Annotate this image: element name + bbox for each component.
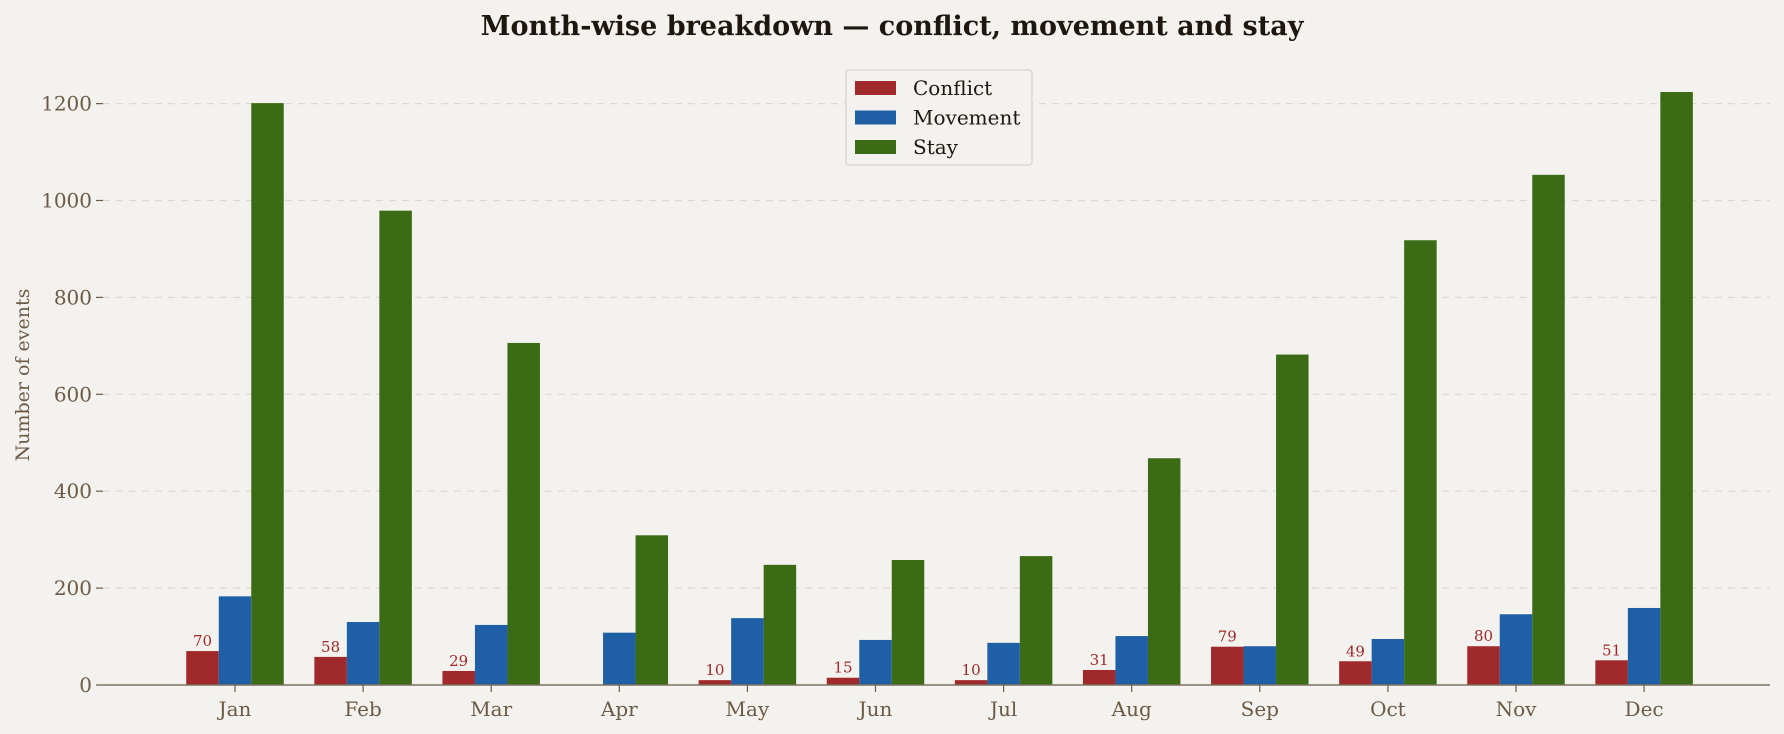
bar-conflict-mar (442, 670, 475, 685)
bar-stay-feb (379, 210, 412, 685)
legend-label-movement: Movement (913, 106, 1020, 130)
bar-conflict-oct (1339, 661, 1372, 685)
legend-label-stay: Stay (913, 135, 959, 159)
data-label-conflict: 70 (193, 632, 212, 650)
bar-stay-nov (1532, 174, 1565, 685)
x-tick-label: Aug (1111, 697, 1152, 721)
bar-conflict-may (698, 680, 732, 685)
y-tick-label: 400 (54, 479, 92, 503)
x-tick-label: Jan (217, 697, 252, 721)
bars-group (186, 91, 1693, 686)
bar-stay-may (763, 564, 797, 685)
data-label-conflict: 58 (321, 638, 340, 656)
bar-stay-sep (1276, 354, 1309, 685)
bar-stay-jul (1019, 556, 1053, 685)
bar-movement-may (731, 618, 764, 685)
y-tick-label: 800 (54, 285, 92, 309)
bar-conflict-sep (1211, 646, 1244, 685)
bar-movement-dec (1627, 607, 1661, 685)
bar-conflict-dec (1595, 660, 1628, 685)
y-axis-label: Number of events (12, 289, 34, 462)
x-tick-label: Jul (988, 697, 1017, 721)
bar-movement-mar (474, 624, 508, 685)
bar-stay-aug (1147, 458, 1181, 685)
data-label-conflict: 49 (1346, 642, 1365, 660)
bar-movement-jun (859, 639, 892, 685)
y-tick-label: 1200 (41, 92, 92, 116)
bar-movement-jan (218, 596, 252, 685)
bar-conflict-jun (826, 677, 860, 685)
bar-stay-dec (1660, 91, 1693, 686)
bar-movement-aug (1115, 636, 1148, 685)
y-tick-label: 200 (54, 576, 92, 600)
legend: Conflict Movement Stay (845, 69, 1033, 166)
data-label-conflict: 51 (1602, 641, 1621, 659)
bar-movement-oct (1371, 638, 1405, 685)
x-tick-label: Nov (1496, 697, 1538, 721)
x-tick-label: Sep (1241, 697, 1279, 721)
data-label-conflict: 10 (705, 661, 724, 679)
bar-movement-nov (1499, 614, 1533, 685)
x-tick-label: May (726, 697, 770, 721)
data-labels-group: 70 58 29 10 15 10 31 79 49 80 51 (193, 627, 1621, 679)
bar-stay-mar (507, 342, 540, 685)
bar-movement-apr (603, 632, 636, 685)
data-label-conflict: 15 (833, 659, 852, 677)
legend-swatch-movement (855, 110, 896, 125)
gridlines (103, 103, 1770, 589)
bar-stay-oct (1404, 240, 1437, 686)
x-tick-label: Oct (1370, 697, 1406, 721)
bar-conflict-jul (954, 680, 988, 685)
bar-stay-jan (251, 103, 284, 686)
bar-movement-sep (1243, 646, 1277, 685)
bar-stay-jun (891, 560, 925, 685)
legend-swatch-conflict (855, 81, 896, 95)
x-tick-label: Feb (344, 697, 381, 721)
bar-movement-feb (346, 622, 380, 685)
bar-conflict-jan (186, 651, 219, 685)
data-label-conflict: 10 (962, 661, 981, 679)
data-label-conflict: 80 (1474, 627, 1493, 645)
bar-conflict-nov (1467, 646, 1500, 685)
legend-label-conflict: Conflict (913, 76, 992, 100)
y-tick-label: 1000 (41, 189, 92, 213)
bar-conflict-aug (1082, 669, 1116, 685)
x-tick-label: Mar (470, 697, 512, 721)
data-label-conflict: 79 (1218, 628, 1237, 646)
bar-movement-jul (987, 642, 1020, 685)
data-label-conflict: 29 (449, 652, 468, 670)
bar-conflict-feb (314, 656, 347, 685)
axes-group: 0 200 400 600 800 1000 1200 Jan Feb Mar Apr May Jun J… (41, 92, 1770, 721)
legend-swatch-stay (855, 140, 896, 154)
x-tick-label: Dec (1625, 697, 1664, 721)
y-tick-label: 600 (54, 382, 92, 406)
x-tick-label: Jun (857, 697, 893, 721)
y-tick-label: 0 (79, 673, 92, 697)
x-tick-label: Apr (600, 697, 638, 721)
chart-title: Month-wise breakdown — conflict, movemen… (481, 11, 1305, 42)
data-label-conflict: 31 (1090, 651, 1109, 669)
bar-stay-apr (635, 535, 669, 685)
